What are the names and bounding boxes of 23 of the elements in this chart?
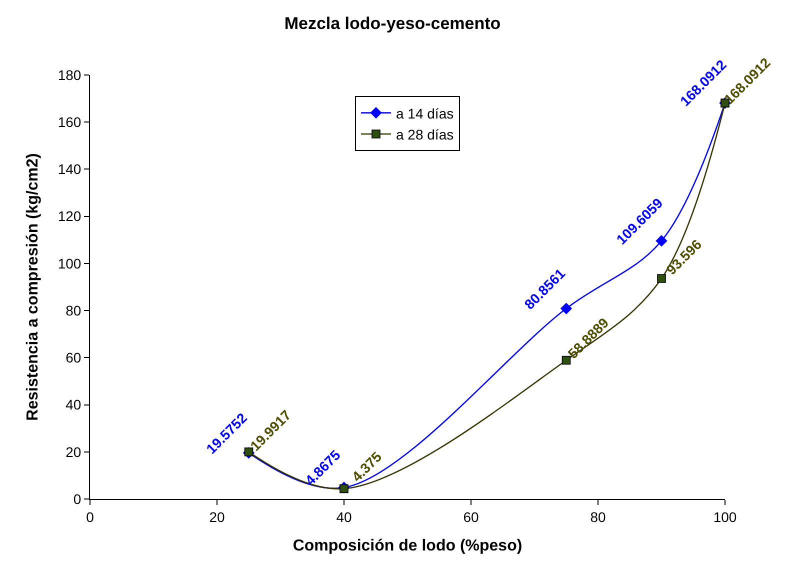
x-tick-label: 20: [209, 508, 225, 525]
x-tick-label: 40: [336, 508, 352, 525]
y-axis-title: Resistencia a compresión (kg/cm2): [24, 153, 42, 421]
chart-title: Mezcla lodo-yeso-cemento: [284, 14, 501, 33]
point: [340, 484, 348, 494]
point: [657, 274, 666, 283]
y-tick-label: 120: [58, 208, 82, 224]
y-tick-label: 60: [66, 350, 82, 366]
legend-label: a 14 días: [396, 105, 454, 122]
x-tick-label: 100: [713, 508, 737, 525]
x-axis-title: Composición de lodo (%peso): [292, 538, 522, 554]
x-tick-label: 60: [463, 508, 479, 525]
x-tick-label: 0: [86, 508, 94, 525]
y-tick-label: 160: [58, 114, 82, 130]
legend-label: a 28 días: [396, 126, 454, 142]
y-tick-label: 180: [58, 66, 82, 83]
y-tick-label: 40: [66, 396, 82, 413]
y-tick-label: 140: [58, 161, 82, 178]
x-tick-label: 80: [590, 508, 606, 525]
y-tick-label: 20: [66, 444, 82, 460]
y-tick-label: 100: [58, 255, 82, 272]
y-tick-label: 80: [66, 302, 82, 318]
y-tick-label: 0: [73, 490, 82, 507]
